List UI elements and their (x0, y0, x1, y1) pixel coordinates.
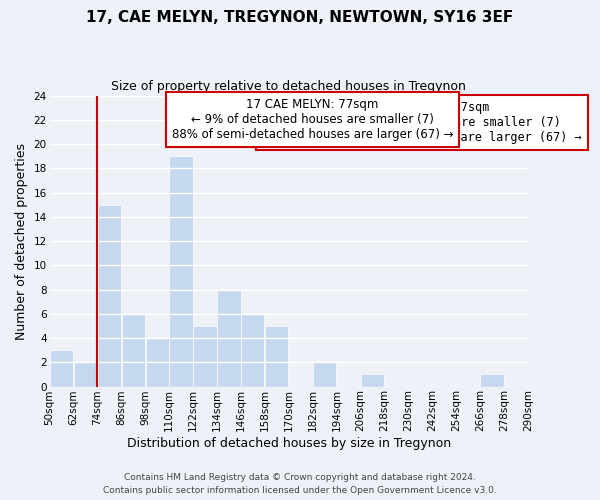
Bar (169, 156, 193, 386)
Bar (241, 314, 265, 386)
Bar (50, 350, 73, 387)
Text: 17 CAE MELYN: 77sqm
← 9% of detached houses are smaller (7)
88% of semi-detached: 17 CAE MELYN: 77sqm ← 9% of detached hou… (262, 102, 582, 144)
Bar (193, 326, 217, 386)
Text: 17 CAE MELYN: 77sqm
← 9% of detached houses are smaller (7)
88% of semi-detached: 17 CAE MELYN: 77sqm ← 9% of detached hou… (172, 98, 454, 141)
Bar (122, 314, 145, 386)
Title: Size of property relative to detached houses in Tregynon: Size of property relative to detached ho… (111, 80, 466, 93)
Bar (480, 374, 503, 386)
Text: Contains HM Land Registry data © Crown copyright and database right 2024.
Contai: Contains HM Land Registry data © Crown c… (103, 474, 497, 495)
Bar (98, 204, 121, 386)
X-axis label: Distribution of detached houses by size in Tregynon: Distribution of detached houses by size … (127, 437, 451, 450)
Text: 17, CAE MELYN, TREGYNON, NEWTOWN, SY16 3EF: 17, CAE MELYN, TREGYNON, NEWTOWN, SY16 3… (86, 10, 514, 25)
Bar (313, 362, 336, 386)
Y-axis label: Number of detached properties: Number of detached properties (15, 142, 28, 340)
Bar (217, 290, 241, 386)
Bar (361, 374, 384, 386)
Bar (146, 338, 169, 386)
Bar (265, 326, 289, 386)
Bar (74, 362, 97, 386)
